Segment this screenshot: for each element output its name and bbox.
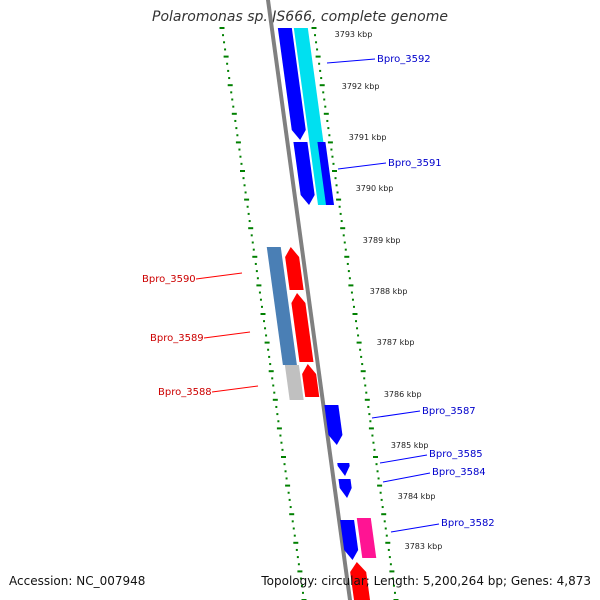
tick-label-3785-kbp: 3785 kbp: [391, 441, 429, 450]
leader-line-bpro_3584: [383, 473, 430, 482]
gene-label-bpro_3582: Bpro_3582: [441, 518, 495, 529]
tick-label-3783-kbp: 3783 kbp: [405, 542, 443, 551]
leader-line-bpro_3589: [204, 332, 250, 338]
tick-label-3790-kbp: 3790 kbp: [356, 184, 394, 193]
tick-label-3792-kbp: 3792 kbp: [342, 82, 380, 91]
leader-line-bpro_3582: [391, 524, 439, 532]
accession-text: Accession: NC_007948: [9, 574, 145, 588]
axis-ticks: 3793 kbp 3792 kbp 3791 kbp 3790 kbp 3789 kbp…: [335, 30, 443, 551]
leader-line-bpro_3591: [338, 163, 386, 169]
feature-bpro-3588-grey: [285, 365, 304, 400]
gene-label-bpro_3588: Bpro_3588: [158, 387, 212, 398]
tick-label-3788-kbp: 3788 kbp: [370, 287, 408, 296]
tick-label-3787-kbp: 3787 kbp: [377, 338, 415, 347]
gene-label-bpro_3584: Bpro_3584: [432, 467, 486, 478]
tick-label-3789-kbp: 3789 kbp: [363, 236, 401, 245]
leader-line-bpro_3590: [196, 273, 242, 279]
gene-label-bpro_3585: Bpro_3585: [429, 449, 483, 460]
leader-line-bpro_3588: [212, 386, 258, 392]
feature-bpro-3584: [338, 479, 351, 498]
tick-label-3793-kbp: 3793 kbp: [335, 30, 373, 39]
gene-label-bpro_3591: Bpro_3591: [388, 158, 442, 169]
leader-line-bpro_3585: [380, 455, 427, 463]
tick-label-3784-kbp: 3784 kbp: [398, 492, 436, 501]
feature-pink: [357, 518, 376, 558]
gene-label-bpro_3592: Bpro_3592: [377, 54, 431, 65]
feature-bpro-3585: [337, 463, 349, 476]
tick-label-3786-kbp: 3786 kbp: [384, 390, 422, 399]
leader-line-bpro_3587: [372, 411, 420, 418]
gene-label-bpro_3589: Bpro_3589: [150, 333, 204, 344]
gene-label-bpro_3587: Bpro_3587: [422, 406, 476, 417]
leader-line-bpro_3592: [327, 59, 375, 63]
tick-label-3791-kbp: 3791 kbp: [349, 133, 387, 142]
gene-label-bpro_3590: Bpro_3590: [142, 274, 196, 285]
genome-summary-text: Topology: circular; Length: 5,200,264 bp…: [261, 574, 591, 588]
